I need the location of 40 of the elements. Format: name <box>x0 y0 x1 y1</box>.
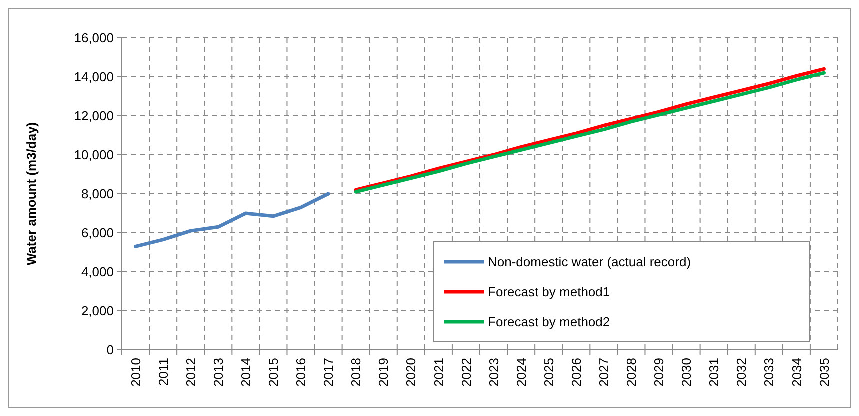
x-tick-label: 2014 <box>238 358 254 387</box>
y-axis-title: Water amount (m3/day) <box>24 122 39 266</box>
x-tick-label: 2017 <box>321 358 336 387</box>
y-tick-label: 14,000 <box>74 70 114 85</box>
x-tick-label: 2032 <box>734 358 750 387</box>
x-tick-label: 2033 <box>762 358 777 387</box>
legend-label: Forecast by method1 <box>488 284 610 300</box>
x-tick-label: 2013 <box>210 358 226 387</box>
line-series <box>134 192 330 248</box>
x-tick-label: 2012 <box>183 358 198 387</box>
y-tick-label: 2,000 <box>81 304 114 319</box>
y-tick-label: 12,000 <box>74 108 114 124</box>
legend-label: Non-domestic water (actual record) <box>488 254 692 270</box>
x-tick-label: 2026 <box>568 358 584 387</box>
x-tick-label: 2019 <box>376 358 392 387</box>
x-tick-label: 2015 <box>266 358 282 387</box>
x-tick-label: 2028 <box>624 358 640 387</box>
x-tick-label: 2010 <box>128 358 144 387</box>
x-tick-label: 2011 <box>156 358 171 386</box>
x-tick-label: 2030 <box>679 358 694 387</box>
legend-label: Forecast by method2 <box>488 314 610 330</box>
x-tick-label: 2020 <box>404 358 419 387</box>
y-tick-label: 6,000 <box>81 226 114 241</box>
y-tick-label: 16,000 <box>74 30 114 46</box>
x-tick-label: 2023 <box>486 358 502 387</box>
y-tick-label: 0 <box>106 342 114 358</box>
y-tick-label: 8,000 <box>81 186 114 202</box>
x-tick-label: 2025 <box>541 358 556 387</box>
x-tick-label: 2016 <box>294 358 309 387</box>
y-tick-label: 4,000 <box>81 264 114 280</box>
x-tick-label: 2022 <box>458 358 474 387</box>
y-tick-label: 10,000 <box>74 148 114 163</box>
x-tick-label: 2027 <box>596 358 612 387</box>
x-tick-label: 2035 <box>816 358 832 387</box>
x-tick-label: 2031 <box>706 358 722 387</box>
x-tick-label: 2021 <box>431 358 446 387</box>
x-tick-label: 2018 <box>348 358 364 387</box>
x-tick-label: 2024 <box>514 358 529 387</box>
x-tick-label: 2029 <box>652 358 667 387</box>
x-tick-label: 2034 <box>789 358 804 387</box>
